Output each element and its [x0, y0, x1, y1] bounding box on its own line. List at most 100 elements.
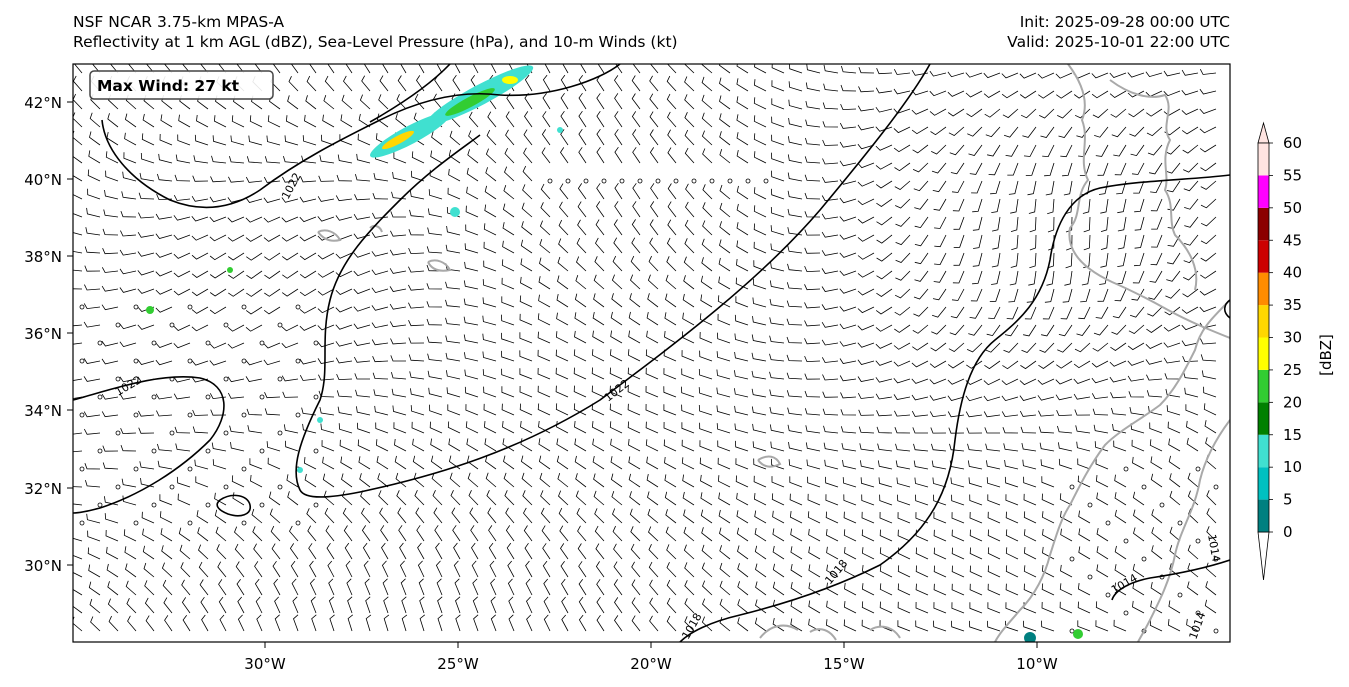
wind-barb — [595, 219, 605, 236]
wind-barb — [337, 406, 353, 416]
wind-barb — [699, 350, 713, 362]
wind-barb — [610, 438, 623, 452]
wind-barb — [987, 511, 1001, 524]
calm-wind-marker — [295, 358, 301, 364]
colorbar-swatch — [1258, 272, 1269, 306]
wind-barb — [972, 270, 983, 285]
wind-barb — [857, 198, 875, 206]
map-panel — [73, 64, 1230, 642]
wind-barb — [895, 234, 911, 246]
wind-barb — [1059, 583, 1073, 596]
wind-barb — [408, 302, 425, 309]
wind-barb — [463, 280, 479, 290]
calm-wind-marker — [241, 520, 247, 526]
wind-barb — [410, 405, 425, 416]
wind-barb — [969, 494, 983, 506]
wind-barb — [1060, 528, 1073, 542]
wind-barb — [465, 205, 479, 218]
reflectivity — [146, 65, 1083, 642]
azores-3 — [369, 224, 383, 233]
wind-barb — [524, 542, 533, 560]
wind-barb — [772, 563, 785, 578]
wind-barb — [1117, 234, 1127, 250]
wind-barb — [245, 376, 263, 382]
wind-barb — [613, 237, 623, 254]
wind-barb — [857, 216, 875, 224]
wind-barb — [631, 75, 641, 92]
reflectivity-cell — [1024, 632, 1036, 642]
wind-barb — [322, 114, 335, 128]
wind-barb — [138, 192, 155, 200]
wind-barb — [821, 250, 839, 256]
wind-barb — [73, 486, 83, 488]
wind-barb — [142, 113, 155, 128]
wind-barb — [770, 441, 785, 452]
wind-barb — [1040, 459, 1055, 470]
wind-barb — [894, 427, 911, 434]
wind-barb — [472, 64, 479, 74]
wind-barb — [1023, 602, 1037, 614]
wind-barb — [771, 152, 785, 164]
wind-barb — [105, 170, 119, 182]
wind-barb — [282, 391, 299, 398]
wind-barb — [341, 94, 353, 110]
wind-barb — [445, 352, 461, 362]
wind-barb — [701, 94, 713, 110]
wind-barb — [1060, 510, 1073, 524]
wind-barb — [614, 201, 623, 218]
wind-barb — [789, 64, 803, 74]
wind-barb — [753, 187, 767, 200]
wind-barb — [983, 72, 1001, 79]
wind-barb — [471, 560, 479, 578]
calm-wind-marker — [1069, 484, 1075, 490]
wind-barb — [1199, 69, 1217, 75]
wind-barb — [951, 547, 965, 560]
wind-barb — [769, 280, 785, 290]
wind-barb — [218, 64, 227, 74]
calm-wind-marker — [763, 178, 769, 184]
wind-barb — [1092, 108, 1109, 119]
wind-barb — [463, 334, 479, 344]
wind-barb — [1028, 270, 1037, 286]
wind-barb — [1073, 360, 1091, 369]
wind-barb — [702, 184, 713, 200]
wind-barb — [522, 490, 533, 506]
wind-barb — [371, 322, 389, 329]
wind-barb — [537, 349, 551, 362]
wind-barb — [540, 202, 551, 218]
wind-barb — [1081, 270, 1091, 286]
wind-barb — [808, 600, 821, 614]
wind-barb — [231, 475, 245, 488]
wind-barb — [465, 421, 479, 434]
wind-barb — [969, 511, 983, 524]
wind-barb — [966, 360, 983, 369]
wind-barb — [875, 162, 893, 170]
wind-barb — [786, 318, 803, 326]
wind-barb — [1167, 619, 1181, 632]
wind-barb — [649, 129, 659, 146]
canary-islands — [759, 624, 901, 641]
wind-barb — [490, 578, 497, 596]
wind-barb — [857, 342, 875, 348]
wind-barb — [1131, 162, 1145, 175]
wind-barb — [948, 427, 965, 434]
wind-barb — [1097, 162, 1109, 176]
wind-barb — [614, 615, 623, 632]
wind-barb — [1167, 421, 1181, 434]
wind-barb — [931, 306, 947, 318]
wind-barb — [683, 509, 695, 524]
wind-barb — [502, 438, 515, 452]
wind-barb — [1002, 427, 1019, 434]
wind-barb — [822, 374, 839, 381]
wind-barb — [666, 256, 677, 272]
wind-barb — [411, 170, 425, 182]
wind-barb — [893, 69, 911, 75]
wind-barb — [418, 64, 425, 74]
wind-barb — [1022, 459, 1037, 470]
wind-barb — [485, 455, 497, 470]
wind-barb — [1133, 509, 1145, 524]
wind-barb — [107, 598, 119, 614]
wind-barb — [435, 542, 443, 560]
wind-barb — [893, 360, 911, 367]
